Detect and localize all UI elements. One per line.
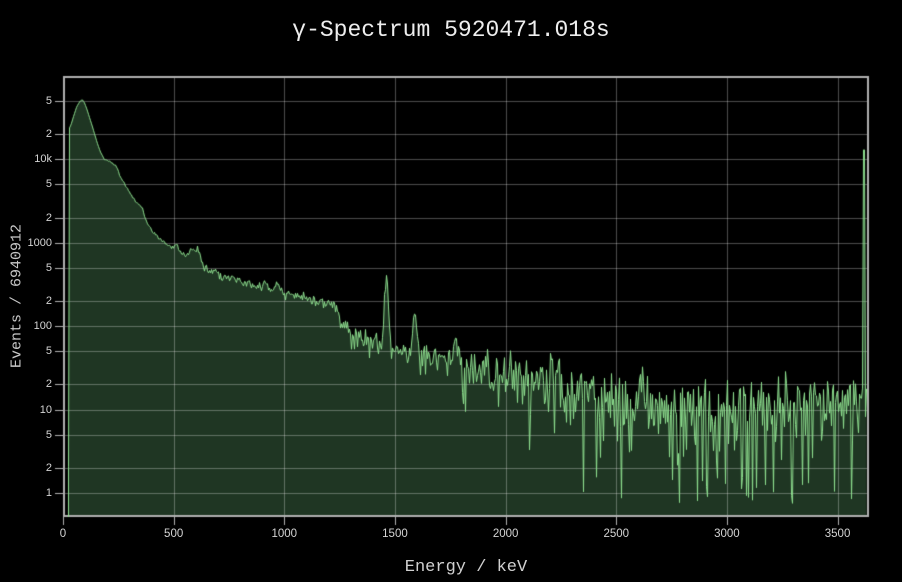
y-tick-label: 100 bbox=[33, 320, 52, 333]
y-tick-label: 2 bbox=[45, 378, 52, 391]
x-tick-label: 2500 bbox=[603, 528, 630, 540]
y-tick-label: 5 bbox=[45, 345, 52, 358]
x-tick-label: 500 bbox=[164, 528, 184, 540]
y-tick-label: 5 bbox=[45, 428, 52, 441]
y-tick-label: 5 bbox=[45, 178, 52, 191]
y-tick-label: 1 bbox=[45, 486, 52, 499]
x-tick-label: 2000 bbox=[492, 528, 519, 540]
x-axis-label: Energy / keV bbox=[404, 558, 528, 577]
y-tick-label: 2 bbox=[45, 128, 52, 141]
chart-title: γ-Spectrum 5920471.018s bbox=[292, 17, 610, 43]
x-tick-label: 1000 bbox=[271, 528, 298, 540]
y-tick-label: 2 bbox=[45, 211, 52, 224]
x-tick-label: 3500 bbox=[824, 528, 851, 540]
x-tick-label: 3000 bbox=[714, 528, 740, 540]
y-tick-label: 10 bbox=[39, 403, 52, 416]
y-tick-label: 2 bbox=[45, 461, 52, 474]
y-tick-label: 10k bbox=[34, 153, 52, 166]
y-tick-label: 1000 bbox=[27, 236, 52, 249]
x-tick-label: 0 bbox=[59, 528, 67, 540]
y-tick-label: 2 bbox=[45, 295, 52, 308]
x-tick-label: 1500 bbox=[382, 528, 408, 540]
y-tick-label: 5 bbox=[45, 261, 52, 274]
y-tick-label: 5 bbox=[45, 95, 52, 108]
